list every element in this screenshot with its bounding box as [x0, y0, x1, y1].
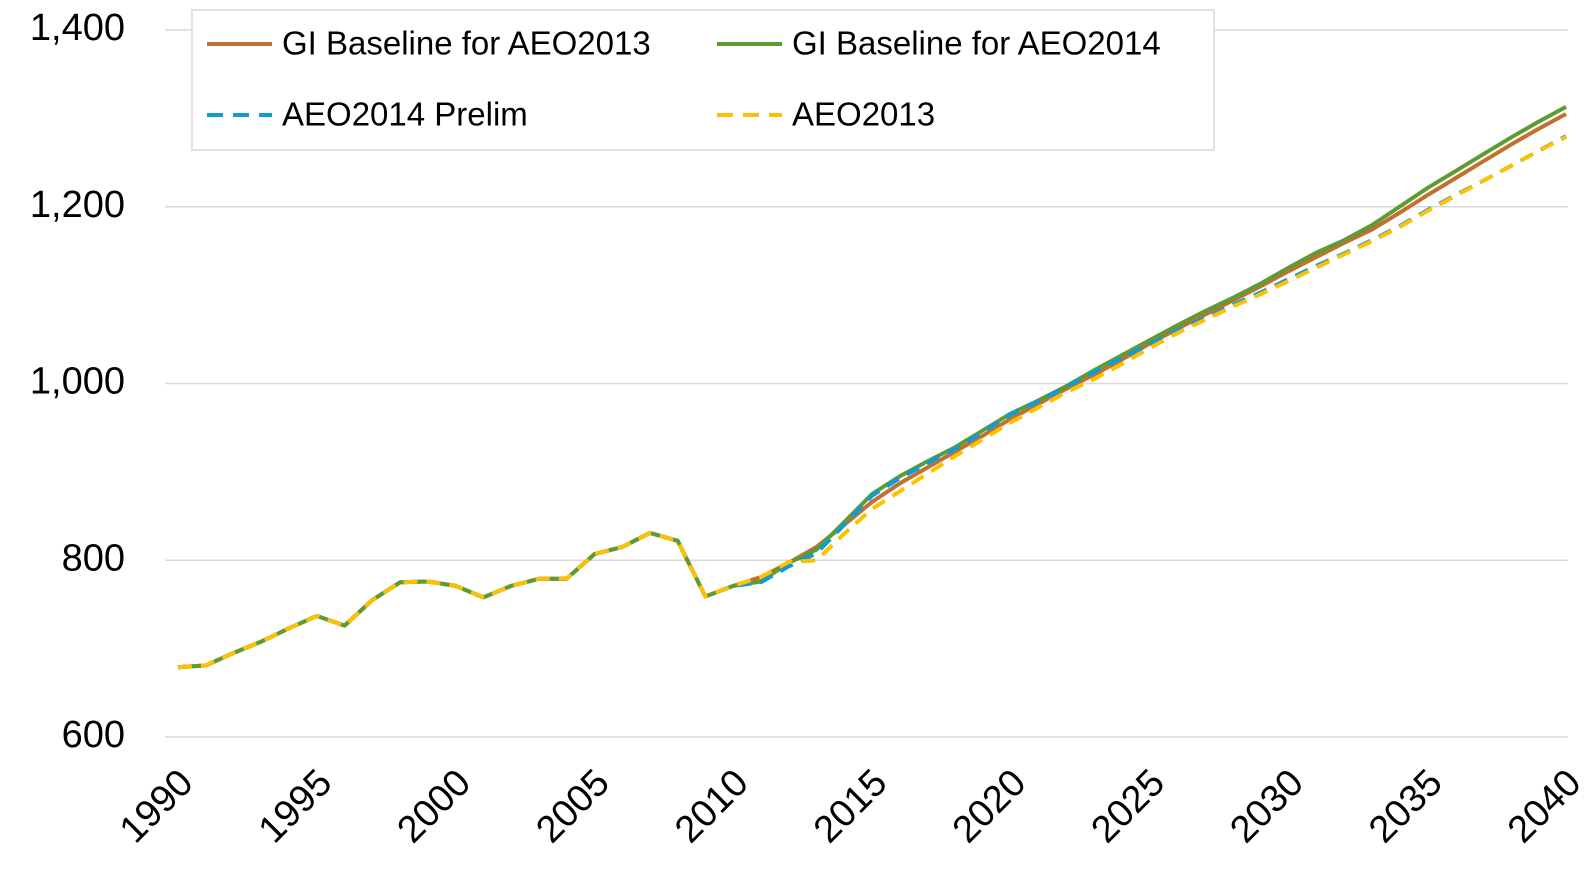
series-line [177, 134, 1567, 670]
legend-label: GI Baseline for AEO2013 [282, 25, 651, 62]
y-tick-label: 1,200 [30, 184, 125, 226]
x-tick-label: 2005 [528, 762, 617, 851]
legend-label: AEO2014 Prelim [282, 96, 528, 133]
series-line [177, 135, 1567, 670]
x-tick-label: 2020 [945, 762, 1034, 851]
x-tick-label: 2015 [806, 762, 895, 851]
x-tick-label: 1995 [251, 762, 340, 851]
series-line [177, 112, 1567, 670]
x-tick-label: 2000 [390, 762, 479, 851]
y-tick-label: 1,000 [30, 361, 125, 403]
x-tick-label: 2035 [1361, 762, 1450, 851]
x-tick-label: 1990 [112, 762, 201, 851]
legend-label: GI Baseline for AEO2014 [792, 25, 1161, 62]
y-tick-label: 800 [62, 537, 125, 579]
y-tick-label: 600 [62, 714, 125, 756]
legend-box [191, 9, 1215, 151]
x-tick-label: 2040 [1500, 762, 1589, 851]
series-line [177, 105, 1567, 670]
legend: GI Baseline for AEO2013 GI Baseline for A… [191, 9, 1215, 151]
x-tick-label: 2030 [1222, 762, 1311, 851]
x-tick-label: 2025 [1084, 762, 1173, 851]
y-tick-label: 1,400 [30, 7, 125, 49]
x-tick-label: 2010 [667, 762, 756, 851]
legend-label: AEO2013 [792, 96, 935, 133]
